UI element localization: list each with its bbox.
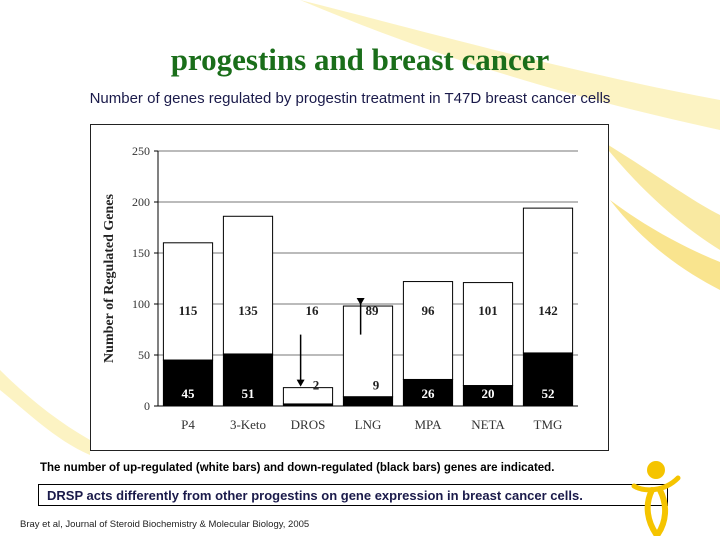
bar-down-lng [342, 396, 394, 407]
key-finding-box: DRSP acts differently from other progest… [38, 484, 668, 506]
data-label-up: 89 [366, 303, 380, 318]
decorative-swoosh [300, 0, 720, 130]
company-logo [631, 461, 681, 536]
data-label-up: 115 [179, 303, 198, 318]
x-tick-label: MPA [415, 417, 443, 432]
decorative-swoosh [610, 200, 720, 290]
x-tick-label: DROS [291, 417, 326, 432]
data-label-up: 142 [538, 303, 558, 318]
bar-down-neta [462, 385, 514, 407]
data-label-up: 101 [478, 303, 498, 318]
y-tick-label: 200 [132, 195, 150, 209]
annotation-arrowhead [356, 298, 365, 306]
data-label-down: 45 [182, 386, 196, 401]
bar-chart: 0 50 100 150 200 250 Number of Regulated Genes… [102, 144, 578, 432]
x-tick-label: 3-Keto [230, 417, 266, 432]
data-label-down: 20 [482, 386, 495, 401]
decorative-swoosh [600, 140, 720, 250]
data-label-down: 51 [242, 386, 255, 401]
y-tick-label: 150 [132, 246, 150, 260]
chart-caption: The number of up-regulated (white bars) … [40, 462, 555, 474]
slide-title: progestins and breast cancer [170, 42, 550, 77]
logo-body [644, 487, 668, 536]
bar-down-p4 [162, 359, 214, 407]
y-tick-label: 0 [144, 399, 150, 413]
x-tick-label: TMG [534, 417, 563, 432]
bar-up-3-keto [222, 215, 274, 355]
bar-up-neta [462, 282, 514, 387]
x-tick-label: P4 [181, 417, 195, 432]
citation: Bray et al, Journal of Steroid Biochemis… [20, 519, 310, 530]
y-tick-label: 250 [132, 144, 150, 158]
y-axis-label: Number of Regulated Genes [102, 194, 117, 363]
slide-subtitle: Number of genes regulated by progestin t… [89, 90, 611, 107]
bar-up-p4 [162, 242, 214, 361]
bar-down-mpa [402, 378, 454, 407]
bar-down-tmg [522, 352, 574, 407]
bar-up-dros [282, 387, 334, 405]
y-tick-label: 100 [132, 297, 150, 311]
bar-down-dros [282, 403, 334, 407]
chart-panel: 0 50 100 150 200 250 Number of Regulated Genes… [90, 124, 609, 451]
x-tick-label: NETA [471, 417, 505, 432]
y-tick-label: 50 [138, 348, 150, 362]
data-label-down: 2 [313, 378, 320, 393]
data-label-up: 135 [238, 303, 258, 318]
data-label-up: 96 [422, 303, 436, 318]
x-tick-label: LNG [355, 417, 382, 432]
decorative-swoosh [0, 370, 90, 455]
bar-up-mpa [402, 281, 454, 380]
data-label-down: 9 [373, 378, 380, 393]
data-label-up: 16 [306, 303, 320, 318]
annotation-arrowhead [296, 379, 305, 387]
bar-up-tmg [522, 207, 574, 354]
data-label-down: 52 [542, 386, 555, 401]
bar-down-3-keto [222, 353, 274, 407]
logo-head [647, 461, 665, 479]
bar-up-lng [342, 305, 394, 398]
data-label-down: 26 [422, 386, 436, 401]
logo-arm [631, 475, 681, 493]
